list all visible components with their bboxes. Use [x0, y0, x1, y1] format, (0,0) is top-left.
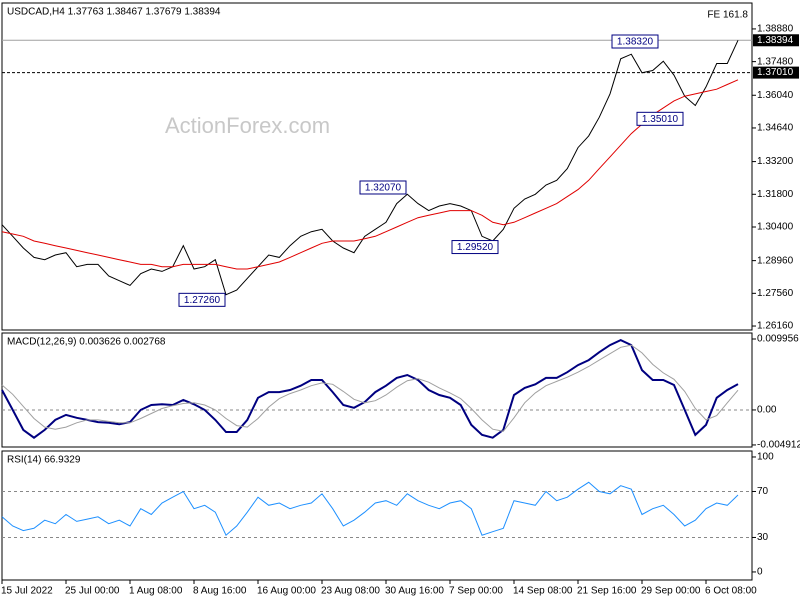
series-line	[1, 79, 739, 270]
annotation-label: 1.32070	[365, 183, 402, 194]
annotation-box	[359, 180, 407, 195]
last-price-label-box	[753, 34, 799, 47]
y-tick-label: 30	[757, 532, 769, 543]
x-tick-label: 8 Aug 16:00	[193, 586, 247, 597]
y-tick-label: 1.26160	[757, 321, 794, 332]
x-tick-label: 6 Oct 08:00	[705, 586, 757, 597]
y-tick-label: 1.31800	[757, 189, 794, 200]
series-line	[1, 40, 739, 296]
y-tick-label: 0.00	[757, 405, 777, 416]
y-tick-label: 1.37480	[757, 56, 794, 67]
y-tick-label: 1.27560	[757, 288, 794, 299]
annotation-label: 1.29520	[457, 242, 494, 253]
y-tick-label: 1.28960	[757, 255, 794, 266]
panel-title: RSI(14) 66.9329	[7, 455, 81, 466]
y-tick-label: 1.36040	[757, 90, 794, 101]
annotation-label: 1.27260	[184, 295, 221, 306]
x-tick-label: 23 Aug 08:00	[321, 586, 380, 597]
y-tick-label: 0.009956	[757, 334, 799, 345]
panel-subtitle: FE 161.8	[707, 10, 748, 21]
x-tick-label: 30 Aug 16:00	[385, 586, 444, 597]
y-tick-label: 70	[757, 486, 769, 497]
annotation-box	[451, 240, 499, 255]
panel-frame	[1, 450, 753, 581]
annotation-box	[636, 111, 684, 126]
last-price-label: 1.38394	[757, 35, 794, 46]
x-tick-label: 29 Sep 00:00	[641, 586, 701, 597]
y-tick-label: 1.38880	[757, 24, 794, 35]
level-label-box	[753, 66, 799, 79]
y-tick-label: 1.34640	[757, 123, 794, 134]
y-tick-label: 100	[757, 452, 774, 463]
x-tick-label: 16 Aug 00:00	[257, 586, 316, 597]
y-tick-label: 1.30400	[757, 222, 794, 233]
level-label: 1.37010	[757, 67, 794, 78]
annotation-box	[178, 292, 226, 307]
x-tick-label: 25 Jul 00:00	[65, 586, 120, 597]
annotation-label: 1.38320	[617, 37, 654, 48]
y-tick-label: -0.004912	[757, 440, 800, 451]
annotation-box	[611, 34, 659, 49]
annotation-label: 1.35010	[642, 114, 679, 125]
x-tick-label: 14 Sep 08:00	[513, 586, 573, 597]
series-line	[1, 344, 739, 432]
panel-title: USDCAD,H4 1.37763 1.38467 1.37679 1.3839…	[7, 7, 221, 18]
y-tick-label: 1.33200	[757, 156, 794, 167]
x-tick-label: 15 Jul 2022	[1, 586, 53, 597]
x-tick-label: 21 Sep 16:00	[577, 586, 637, 597]
x-tick-label: 1 Aug 08:00	[129, 586, 183, 597]
watermark: ActionForex.com	[165, 113, 330, 138]
panel-frame	[1, 2, 753, 331]
panel-title: MACD(12,26,9) 0.003626 0.002768	[7, 337, 166, 348]
x-tick-label: 7 Sep 00:00	[449, 586, 503, 597]
y-tick-label: 0	[757, 567, 763, 578]
series-line	[1, 481, 739, 537]
